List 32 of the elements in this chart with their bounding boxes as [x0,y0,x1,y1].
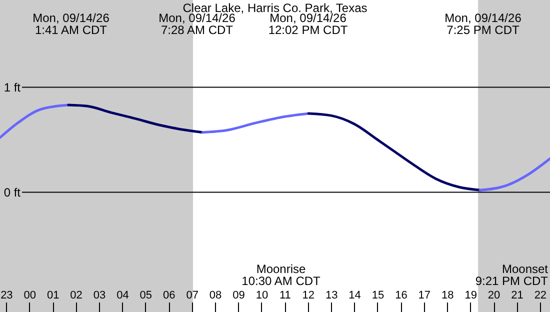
y-tick-label: 1 ft [4,80,22,95]
x-tick-label: 07 [186,290,198,302]
x-tick-label: 15 [372,290,384,302]
annotation: Mon, 09/14/26 7:28 AM CDT [158,11,236,37]
x-tick-label: 17 [418,290,431,302]
annotation: Mon, 09/14/26 1:41 AM CDT [32,11,110,37]
x-tick-label: 04 [116,290,129,302]
x-tick-label: 19 [464,290,477,302]
x-tick-label: 01 [46,290,60,302]
x-tick-label: 08 [209,290,222,302]
x-tick-label: 23 [0,290,13,302]
x-tick-label: 13 [325,290,338,302]
x-tick-label: 16 [395,290,408,302]
x-tick-label: 18 [441,290,454,302]
x-tick-label: 22 [534,290,547,302]
x-tick-label: 00 [24,290,36,302]
annotation: Moonset 9:21 PM CDT [475,262,549,288]
x-tick-label: 06 [163,290,176,302]
line-series [478,157,550,192]
x-tick-label: 21 [511,290,524,302]
x-tick-label: 02 [70,290,82,302]
x-tick-label: 10 [256,290,268,302]
x-tick-label: 09 [232,290,245,302]
x-tick-label: 14 [348,290,361,302]
x-tick-label: 11 [279,290,291,302]
annotation: Moonrise 10:30 AM CDT [242,262,322,288]
x-tick-label: 05 [140,290,152,302]
x-tick-label: 03 [93,290,106,302]
x-tick-label: 12 [302,290,314,302]
annotation: Mon, 09/14/26 7:25 PM CDT [444,11,522,37]
y-tick-label: 0 ft [4,186,22,200]
x-tick-label: 20 [488,290,500,302]
